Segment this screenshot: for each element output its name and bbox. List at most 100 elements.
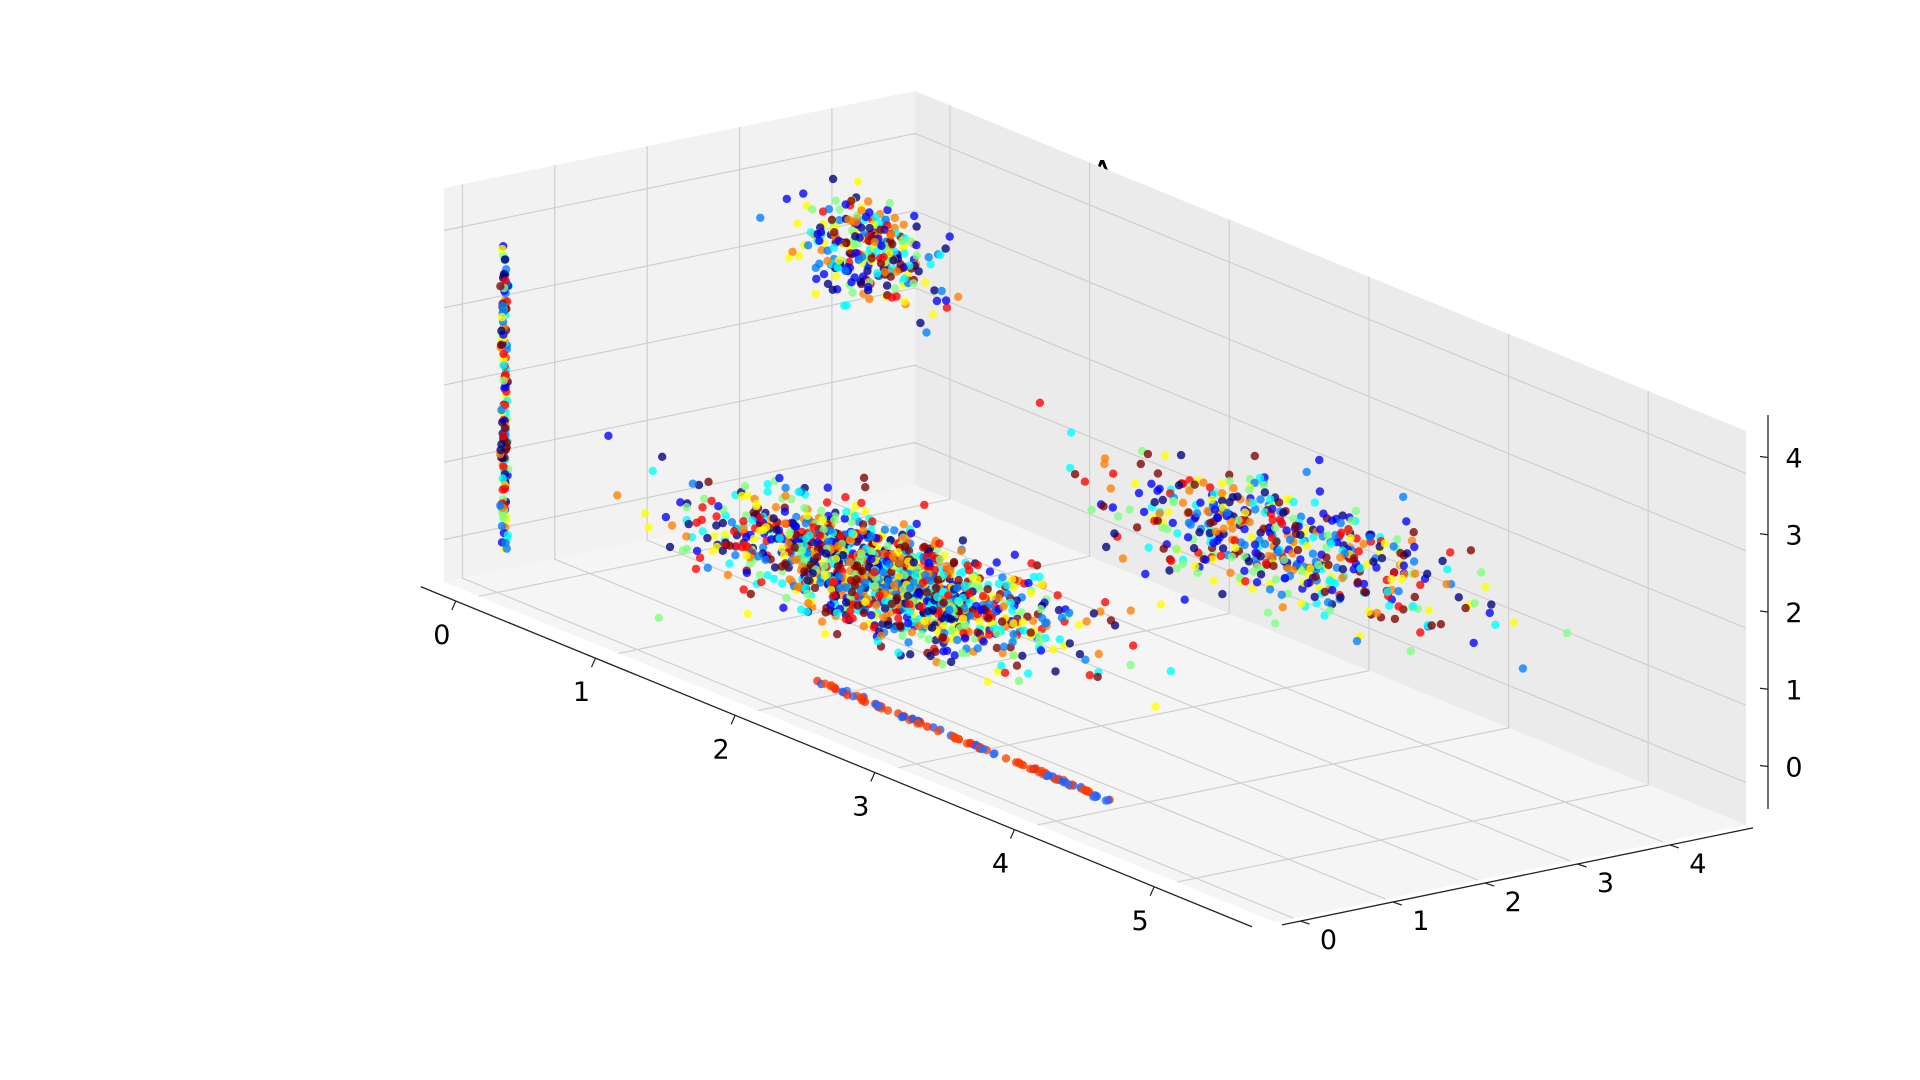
- data-point: [843, 690, 852, 700]
- data-point: [1153, 516, 1163, 525]
- y-tick-label: 1: [1412, 906, 1429, 937]
- data-point: [1470, 599, 1479, 608]
- data-point: [499, 431, 508, 441]
- data-point: [936, 250, 945, 260]
- data-point: [813, 537, 822, 547]
- data-point: [820, 679, 830, 688]
- data-point: [1018, 618, 1028, 627]
- data-point: [930, 565, 939, 575]
- data-point: [832, 608, 842, 618]
- data-point: [917, 630, 926, 639]
- data-point: [800, 504, 809, 513]
- data-point: [823, 246, 832, 255]
- data-point: [926, 651, 935, 661]
- data-point: [769, 514, 778, 523]
- data-point: [749, 508, 758, 517]
- data-point: [698, 527, 707, 536]
- data-point: [658, 452, 667, 461]
- data-point: [1165, 566, 1174, 575]
- data-point: [1080, 477, 1090, 486]
- data-point: [757, 577, 766, 587]
- data-point: [886, 230, 896, 240]
- data-point: [1008, 638, 1017, 647]
- data-point: [739, 517, 748, 526]
- data-point: [1466, 546, 1476, 555]
- data-point: [1093, 672, 1102, 682]
- data-point: [1085, 671, 1095, 680]
- data-point: [1268, 552, 1277, 561]
- data-point: [688, 479, 697, 488]
- data-point: [1118, 554, 1128, 563]
- data-point: [1248, 584, 1257, 593]
- data-point: [805, 531, 814, 540]
- data-point: [500, 423, 510, 433]
- data-point: [983, 585, 992, 594]
- data-point: [1217, 496, 1227, 505]
- data-point: [847, 278, 856, 287]
- data-point: [500, 255, 510, 264]
- grid-lines: [443, 105, 1747, 919]
- data-point: [1041, 619, 1050, 628]
- data-point: [498, 474, 507, 483]
- data-point: [930, 286, 939, 295]
- data-point: [737, 542, 747, 552]
- data-point: [842, 507, 851, 516]
- data-point: [827, 215, 837, 224]
- data-point: [497, 326, 506, 335]
- data-point: [848, 614, 857, 623]
- data-point: [957, 648, 967, 658]
- data-point: [1353, 577, 1363, 587]
- data-point: [1219, 524, 1229, 533]
- data-point: [1369, 557, 1378, 566]
- data-point: [1227, 552, 1237, 562]
- y-tick-mark: [1300, 920, 1310, 925]
- data-point: [975, 617, 984, 627]
- data-point: [907, 529, 916, 538]
- data-point: [1178, 498, 1188, 507]
- data-point: [892, 593, 902, 603]
- data-point: [883, 706, 893, 715]
- data-point: [1184, 508, 1193, 517]
- data-point: [928, 310, 938, 319]
- data-point: [1296, 530, 1305, 539]
- data-point: [1389, 542, 1398, 551]
- data-point: [1469, 638, 1478, 648]
- data-point: [1213, 513, 1222, 522]
- grid-line-y: [554, 165, 1387, 900]
- data-point: [796, 605, 806, 614]
- grid-line-x: [1177, 391, 1649, 883]
- data-point: [830, 228, 839, 237]
- data-point: [842, 598, 851, 607]
- data-point: [1253, 562, 1262, 572]
- data-point: [841, 615, 851, 624]
- data-point: [816, 531, 825, 540]
- data-point: [815, 236, 824, 245]
- data-point: [899, 585, 908, 594]
- data-point: [1408, 602, 1418, 611]
- data-point: [1485, 608, 1495, 618]
- data-point: [834, 572, 843, 581]
- data-point: [1359, 539, 1368, 549]
- data-point: [1271, 575, 1281, 584]
- data-point: [1102, 542, 1111, 552]
- data-point: [763, 487, 772, 496]
- data-point: [847, 529, 856, 538]
- data-point: [933, 592, 942, 602]
- data-point: [890, 526, 899, 535]
- data-point: [1337, 528, 1346, 537]
- data-point: [1203, 506, 1212, 516]
- data-point: [829, 591, 838, 600]
- data-point: [921, 278, 930, 287]
- data-point: [947, 625, 957, 635]
- data-point: [1099, 502, 1108, 511]
- data-point: [903, 591, 912, 600]
- data-point: [779, 603, 788, 612]
- data-point: [1324, 560, 1333, 570]
- data-point: [1338, 511, 1347, 520]
- data-point: [781, 483, 790, 493]
- data-point: [817, 617, 827, 626]
- data-point: [1199, 478, 1208, 487]
- data-point: [1352, 636, 1362, 646]
- data-point: [873, 637, 882, 646]
- data-point: [1101, 598, 1110, 607]
